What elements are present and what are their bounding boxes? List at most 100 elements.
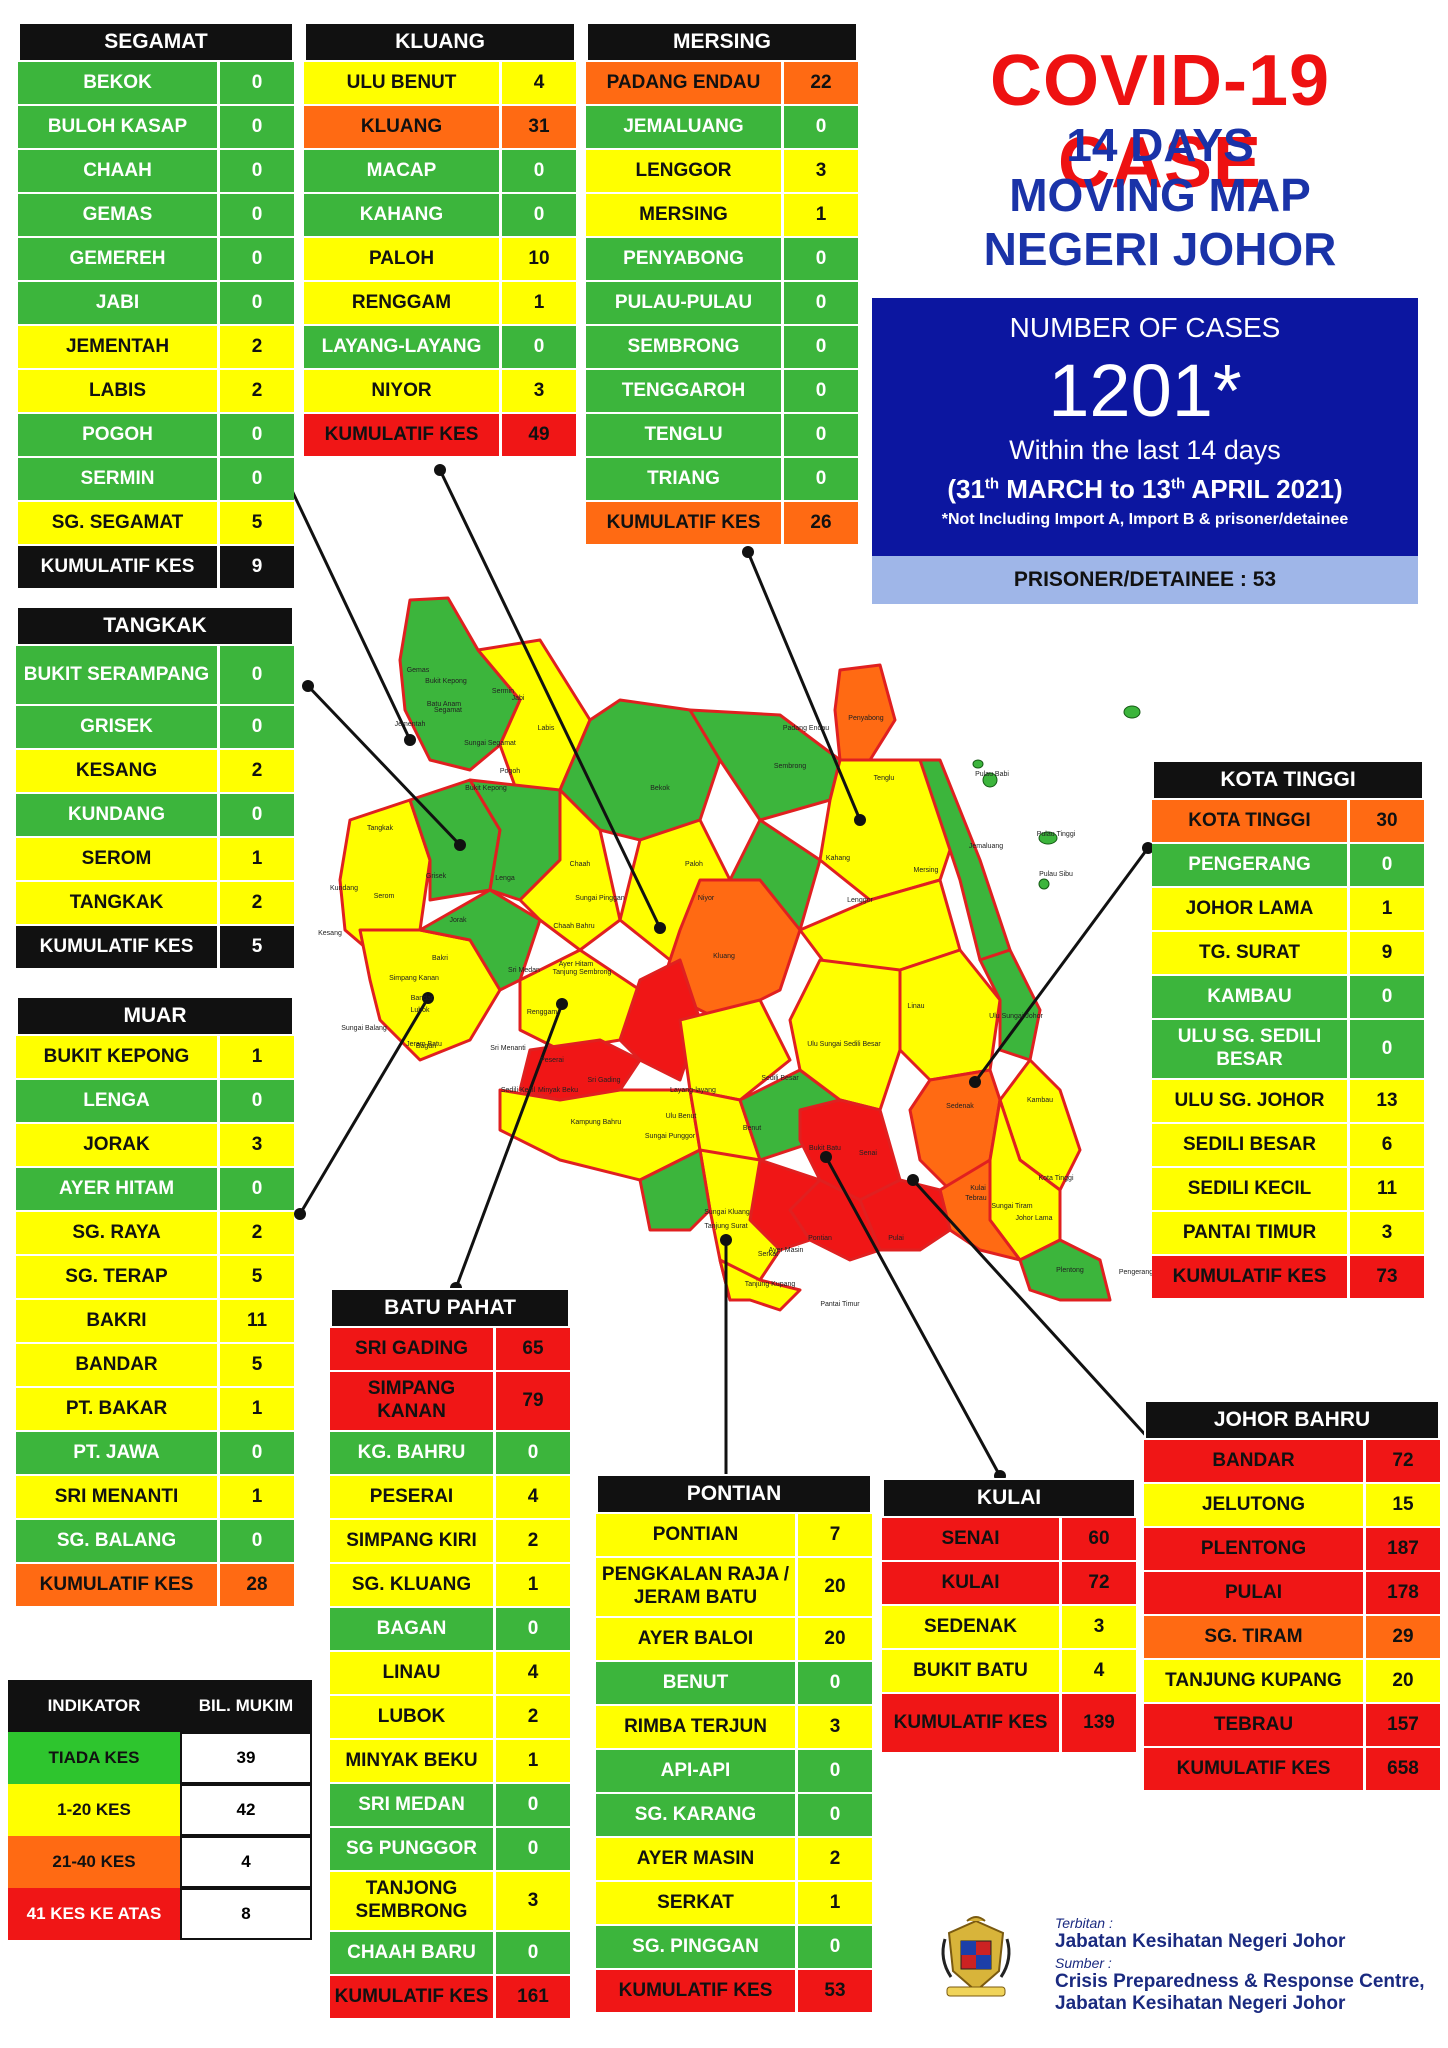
- map-label: Bukit Kepong: [425, 678, 467, 685]
- mukim-name: PENYABONG: [586, 238, 784, 280]
- mukim-cases: 1: [1350, 888, 1424, 930]
- mukim-cases: 0: [220, 794, 294, 836]
- mukim-row: KUMULATIF KES 139: [882, 1694, 1136, 1754]
- legend-row: TIADA KES 39: [8, 1732, 312, 1784]
- mukim-cases: 0: [220, 282, 294, 324]
- mukim-name: KUMULATIF KES: [882, 1694, 1062, 1752]
- mukim-name: SEDENAK: [882, 1606, 1062, 1648]
- mukim-cases: 2: [220, 1212, 294, 1254]
- mukim-name: SG. PINGGAN: [596, 1926, 798, 1968]
- map-label: Sri Gading: [587, 1077, 620, 1084]
- mukim-name: CHAAH: [18, 150, 220, 192]
- mukim-row: PENGERANG 0: [1152, 844, 1424, 888]
- mukim-row: MERSING 1: [586, 194, 858, 238]
- map-label: Simpang Kanan: [389, 975, 439, 982]
- case-summary-box: NUMBER OF CASES 1201* Within the last 14…: [872, 298, 1418, 556]
- mukim-row: SIMPANG KIRI 2: [330, 1520, 570, 1564]
- mukim-name: JABI: [18, 282, 220, 324]
- mukim-cases: 5: [220, 926, 294, 968]
- district-table-kulai: KULAI SENAI 60 KULAI 72 SEDENAK 3 BUKIT BATU 4 KU…: [882, 1478, 1136, 1754]
- mukim-name: KUMULATIF KES: [330, 1976, 496, 2018]
- mukim-name: AYER HITAM: [16, 1168, 220, 1210]
- mukim-row: JEMENTAH 2: [18, 326, 294, 370]
- mukim-name: KULAI: [882, 1562, 1062, 1604]
- map-label: Tanjung Kupang: [745, 1281, 796, 1288]
- mukim-cases: 53: [798, 1970, 872, 2012]
- mukim-cases: 2: [798, 1838, 872, 1880]
- region-pontian-south: [718, 1258, 802, 1312]
- legend-count: 4: [180, 1836, 312, 1888]
- mukim-name: PT. BAKAR: [16, 1388, 220, 1430]
- mukim-name: KUMULATIF KES: [16, 926, 220, 968]
- mukim-cases: 7: [798, 1514, 872, 1556]
- mukim-cases: 0: [798, 1662, 872, 1704]
- region-renggam: [678, 998, 792, 1102]
- prisoner-bar: PRISONER/DETAINEE : 53: [872, 556, 1418, 604]
- mukim-name: BANDAR: [16, 1344, 220, 1386]
- mukim-name: SG PUNGGOR: [330, 1828, 496, 1870]
- mukim-cases: 0: [220, 194, 294, 236]
- mukim-cases: 0: [784, 282, 858, 324]
- mukim-row: KOTA TINGGI 30: [1152, 800, 1424, 844]
- map-label: Benut: [743, 1125, 761, 1132]
- mukim-name: SIMPANG KANAN: [330, 1372, 496, 1430]
- connector-line: [306, 684, 462, 847]
- mukim-cases: 79: [496, 1372, 570, 1430]
- map-label: Bekok: [650, 785, 670, 792]
- mukim-name: SRI MENANTI: [16, 1476, 220, 1518]
- subtitle-days: 14 DAYS: [1066, 119, 1254, 171]
- map-label: Linau: [907, 1003, 924, 1010]
- mukim-cases: 3: [220, 1124, 294, 1166]
- mukim-row: TANJUNG KUPANG 20: [1144, 1660, 1440, 1704]
- mukim-row: SRI GADING 65: [330, 1328, 570, 1372]
- mukim-row: BANDAR 5: [16, 1344, 294, 1388]
- mukim-cases: 1: [798, 1882, 872, 1924]
- mukim-cases: 0: [220, 706, 294, 748]
- mukim-name: BUKIT SERAMPANG: [16, 646, 220, 704]
- mukim-cases: 0: [220, 150, 294, 192]
- mukim-name: SG. SEGAMAT: [18, 502, 220, 544]
- map-label: Tenglu: [874, 775, 895, 782]
- mukim-row: SERKAT 1: [596, 1882, 872, 1926]
- mukim-name: TENGLU: [586, 414, 784, 456]
- connector-line: [298, 997, 430, 1215]
- map-connectors: [281, 464, 1156, 1496]
- region-padang-endau: [833, 663, 897, 762]
- mukim-row: TEBRAU 157: [1144, 1704, 1440, 1748]
- map-label: Ulu Sungai Sedili Besar: [807, 1041, 881, 1048]
- mukim-cases: 29: [1366, 1616, 1440, 1658]
- mukim-row: KAMBAU 0: [1152, 976, 1424, 1020]
- mukim-row: PLENTONG 187: [1144, 1528, 1440, 1572]
- district-header: KLUANG: [304, 22, 576, 62]
- mukim-cases: 0: [784, 458, 858, 500]
- mukim-row: SEROM 1: [16, 838, 294, 882]
- mukim-name: KUMULATIF KES: [596, 1970, 798, 2012]
- mukim-cases: 10: [502, 238, 576, 280]
- map-label: Kluang: [713, 953, 735, 960]
- mukim-row: RENGGAM 1: [304, 282, 576, 326]
- map-label: Penyabong: [848, 715, 884, 722]
- mukim-row: SRI MEDAN 0: [330, 1784, 570, 1828]
- mukim-cases: 5: [220, 1256, 294, 1298]
- district-table-johor-bahru: JOHOR BAHRU BANDAR 72 JELUTONG 15 PLENTONG 187…: [1144, 1400, 1440, 1792]
- map-label: Sungai Punggor: [645, 1133, 696, 1140]
- map-label: Sembrong: [774, 763, 806, 770]
- mukim-cases: 0: [220, 458, 294, 500]
- mukim-cases: 3: [1350, 1212, 1424, 1254]
- mukim-cases: 0: [784, 238, 858, 280]
- main-title: COVID-19 CASE: [989, 41, 1331, 203]
- district-header: JOHOR BAHRU: [1144, 1400, 1440, 1440]
- mukim-cases: 157: [1366, 1704, 1440, 1746]
- mukim-cases: 28: [220, 1564, 294, 1606]
- map-label: Tebrau: [965, 1195, 987, 1202]
- mukim-cases: 31: [502, 106, 576, 148]
- mukim-row: SENAI 60: [882, 1518, 1136, 1562]
- map-label: Sri Medan: [508, 967, 540, 974]
- mukim-cases: 187: [1366, 1528, 1440, 1570]
- mukim-name: PALOH: [304, 238, 502, 280]
- district-header: BATU PAHAT: [330, 1288, 570, 1328]
- mukim-name: RIMBA TERJUN: [596, 1706, 798, 1748]
- region-simpang-kanan: [618, 958, 702, 1082]
- map-label: Layang-layang: [670, 1087, 716, 1094]
- mukim-name: LENGGOR: [586, 150, 784, 192]
